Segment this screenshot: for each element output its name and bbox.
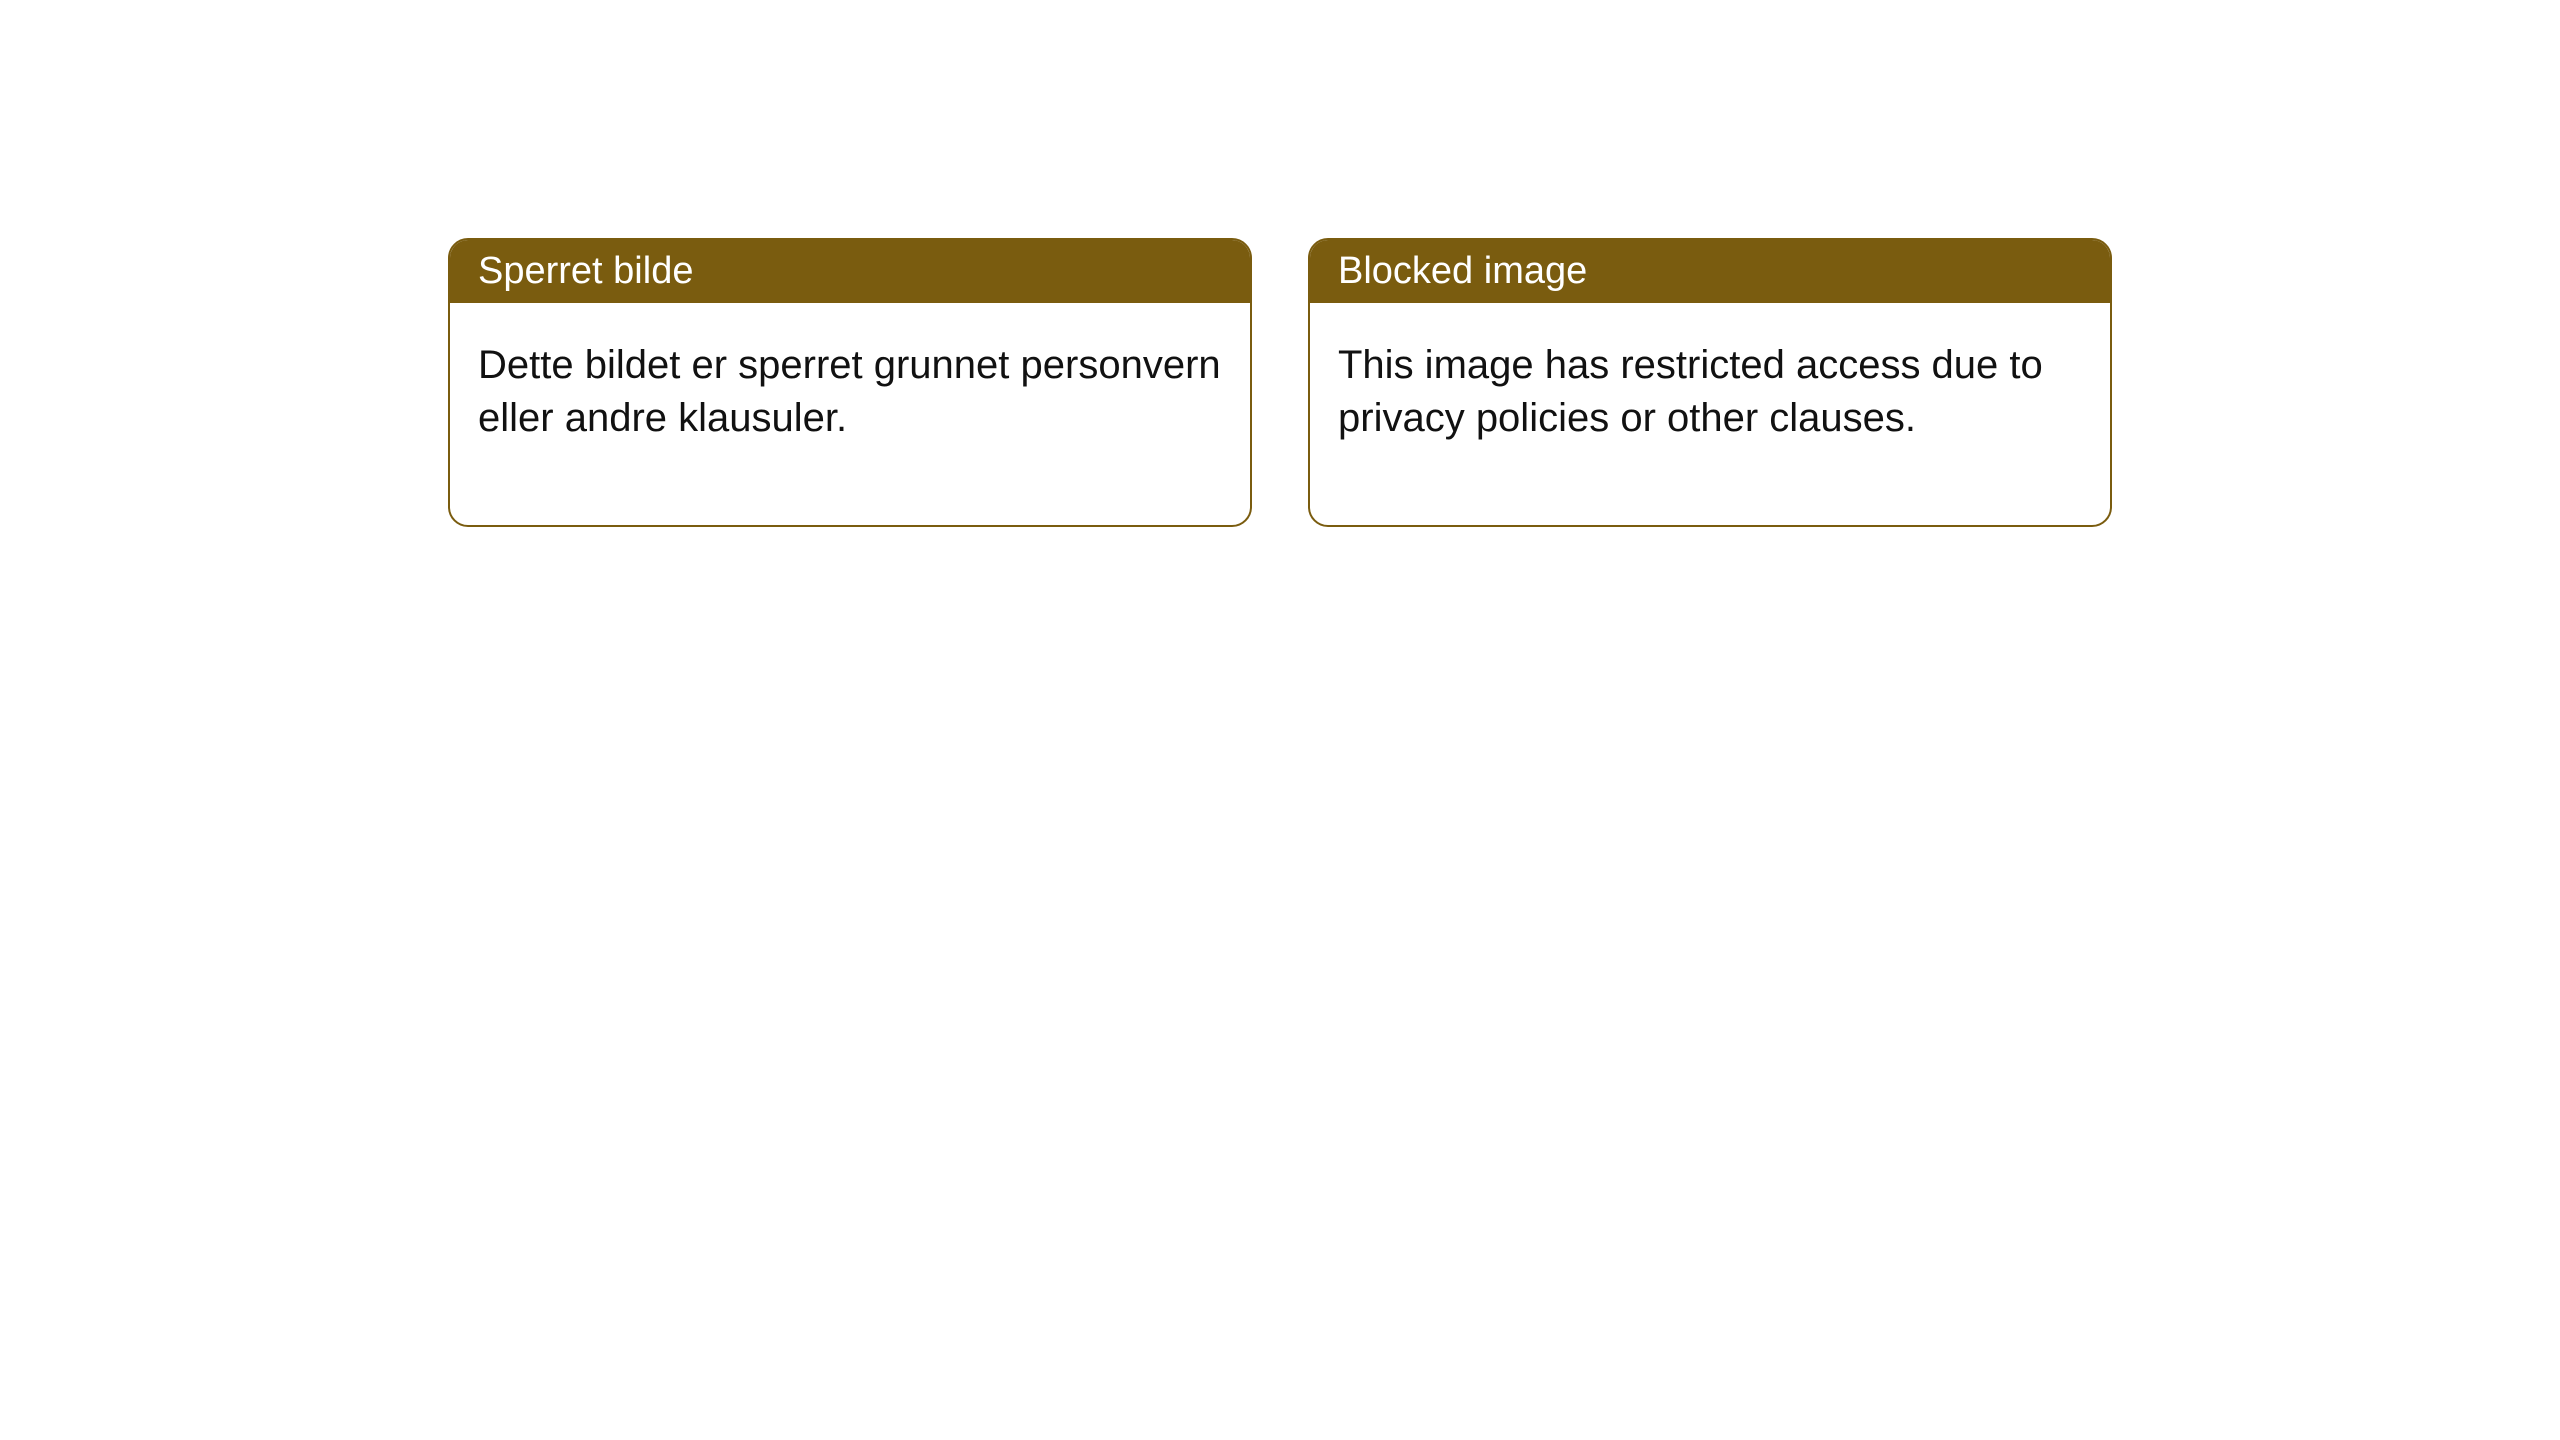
info-card-norwegian: Sperret bilde Dette bildet er sperret gr…: [448, 238, 1252, 527]
card-body-text: Dette bildet er sperret grunnet personve…: [478, 343, 1221, 440]
info-cards-container: Sperret bilde Dette bildet er sperret gr…: [448, 238, 2112, 527]
card-title: Blocked image: [1338, 250, 1587, 292]
card-body-text: This image has restricted access due to …: [1338, 343, 2043, 440]
card-body: Dette bildet er sperret grunnet personve…: [450, 303, 1250, 525]
info-card-english: Blocked image This image has restricted …: [1308, 238, 2112, 527]
card-header: Sperret bilde: [450, 240, 1250, 303]
card-title: Sperret bilde: [478, 250, 693, 292]
card-body: This image has restricted access due to …: [1310, 303, 2110, 525]
card-header: Blocked image: [1310, 240, 2110, 303]
